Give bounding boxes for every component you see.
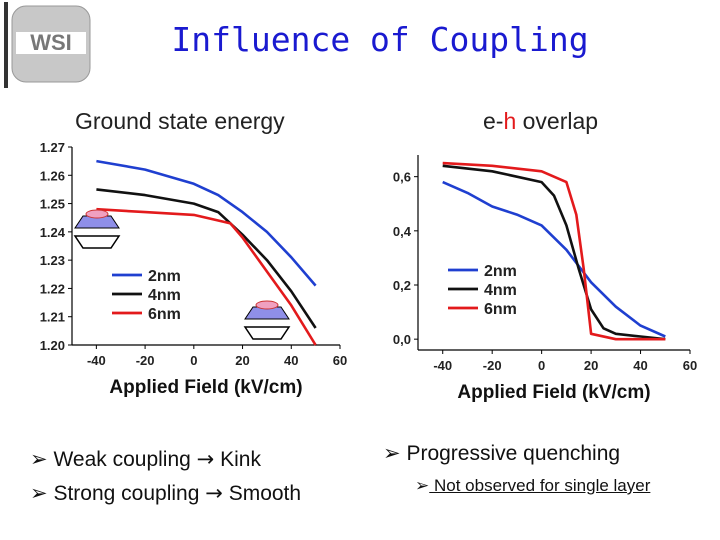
sub-bullet-single-layer: ➢ Not observed for single layer	[383, 470, 650, 500]
right-bullets: ➢ Progressive quenching ➢ Not observed f…	[383, 436, 650, 500]
x-tick-label: 0	[538, 358, 545, 373]
x-tick-label: -20	[483, 358, 502, 373]
x-tick-label: -40	[433, 358, 452, 373]
x-axis-label: Applied Field (kV/cm)	[109, 377, 302, 398]
x-tick-label: -20	[136, 353, 155, 368]
bullet-result: Kink	[220, 448, 261, 471]
subtitle-h-part: h	[503, 108, 517, 134]
legend-label: 6nm	[484, 301, 517, 318]
legend-label: 4nm	[148, 287, 181, 304]
wsi-logo: WSI	[4, 2, 91, 88]
quantum-well-icon-right	[243, 300, 291, 340]
x-tick-label: 60	[683, 358, 697, 373]
legend-label: 2nm	[484, 263, 517, 280]
x-tick-label: 40	[284, 353, 298, 368]
logo-text: WSI	[30, 30, 72, 55]
bullet-text: Strong coupling	[53, 482, 200, 505]
y-tick-label: 0,2	[393, 278, 411, 293]
legend-label: 4nm	[484, 282, 517, 299]
bullet-arrow-icon: ➢	[415, 476, 430, 496]
y-tick-label: 1.21	[40, 310, 65, 325]
bullet-arrow-icon: ➢	[383, 441, 401, 465]
quantum-well-icon-left	[73, 209, 121, 249]
bullet-weak-coupling: ➢ Weak coupling → Kink	[30, 442, 301, 476]
x-axis-label: Applied Field (kV/cm)	[457, 382, 650, 403]
right-chart-subtitle: e-h overlap	[483, 108, 598, 135]
x-tick-label: 0	[190, 353, 197, 368]
page-title: Influence of Coupling	[171, 20, 589, 59]
y-tick-label: 1.23	[40, 253, 65, 268]
legend-label: 6nm	[148, 306, 181, 323]
y-tick-label: 1.20	[40, 338, 65, 353]
x-tick-label: 20	[584, 358, 598, 373]
bullet-text: Not observed for single layer	[433, 476, 651, 495]
x-tick-label: 20	[235, 353, 249, 368]
bullet-text: Weak coupling	[53, 448, 191, 471]
bullet-progressive-quenching: ➢ Progressive quenching	[383, 436, 650, 470]
series-line-2nm	[96, 159, 317, 287]
bullet-arrow-icon: ➢	[30, 447, 48, 471]
y-tick-label: 1.25	[40, 197, 65, 212]
subtitle-overlap-part: overlap	[516, 108, 599, 134]
bullet-text: Progressive quenching	[406, 442, 621, 465]
legend-label: 2nm	[148, 268, 181, 285]
bullet-arrow-icon: ➢	[30, 481, 48, 505]
bullet-strong-coupling: ➢ Strong coupling → Smooth	[30, 476, 301, 510]
y-tick-label: 0,4	[393, 224, 412, 239]
right-arrow-icon: →	[196, 447, 215, 471]
y-tick-label: 1.22	[40, 281, 65, 296]
x-tick-label: 40	[633, 358, 647, 373]
left-chart-subtitle: Ground state energy	[75, 108, 285, 134]
series-line-6nm	[442, 161, 666, 341]
y-tick-label: 1.27	[40, 140, 65, 155]
series-line-6nm	[96, 207, 317, 346]
series-line-2nm	[442, 180, 666, 338]
left-bullets: ➢ Weak coupling → Kink ➢ Strong coupling…	[30, 442, 301, 510]
x-tick-label: -40	[87, 353, 106, 368]
y-tick-label: 1.24	[40, 225, 66, 240]
y-tick-label: 1.26	[40, 168, 65, 183]
y-tick-label: 0,0	[393, 332, 411, 347]
series-line-4nm	[442, 164, 666, 341]
bullet-result: Smooth	[228, 482, 302, 505]
right-arrow-icon: →	[205, 481, 223, 505]
subtitle-e-part: e-	[483, 108, 504, 134]
y-tick-label: 0,6	[393, 170, 411, 185]
x-tick-label: 60	[333, 353, 347, 368]
